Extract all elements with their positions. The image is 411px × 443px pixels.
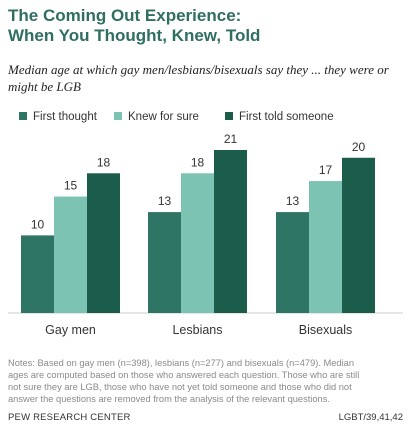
source-credit: PEW RESEARCH CENTER [8,412,131,423]
category-label: Bisexuals [299,323,353,337]
report-code: LGBT/39,41,42 [338,412,403,423]
chart-title-line-2: When You Thought, Knew, Told [8,26,261,45]
bar [309,181,342,313]
bar [181,173,214,313]
chart-title-line-1: The Coming Out Experience: [8,6,242,25]
data-label: 18 [191,155,205,169]
bar [148,212,181,313]
bar-chart: First thought Knew for sure First told som… [8,111,403,337]
category-label: Gay men [45,323,96,337]
chart-subtitle: Median age at which gay men/lesbians/bis… [8,61,408,95]
notes-line-4: answer the questions are removed from th… [8,394,330,404]
legend-swatch [19,112,27,120]
bar [21,235,54,313]
data-label: 15 [64,179,78,193]
legend-label: Knew for sure [128,111,199,123]
notes-line-2: ages are computed based on those who ans… [8,370,360,380]
chart-notes: Notes: Based on gay men (n=398), lesbian… [8,357,406,405]
notes-line-1: Notes: Based on gay men (n=398), lesbian… [8,358,355,368]
legend-label: First thought [33,111,98,123]
data-label: 13 [158,194,172,208]
bar [214,150,247,313]
data-label: 10 [31,217,45,231]
bar [342,157,375,313]
bar [54,196,87,313]
notes-line-3: not sure they are LGB, those who have no… [8,382,352,392]
chart-subtitle-line-2: might be LGB [8,79,81,94]
legend-swatch [225,112,233,120]
chart-title: The Coming Out Experience: When You Thou… [8,6,408,46]
bar [276,212,309,313]
category-label: Lesbians [172,323,222,337]
legend-label: First told someone [239,111,334,123]
chart-subtitle-line-1: Median age at which gay men/lesbians/bis… [8,62,389,77]
data-label: 20 [352,140,366,154]
data-label: 17 [319,163,333,177]
data-label: 21 [224,132,238,146]
legend-swatch [114,112,122,120]
bar [87,173,120,313]
data-label: 18 [97,155,111,169]
data-label: 13 [286,194,300,208]
